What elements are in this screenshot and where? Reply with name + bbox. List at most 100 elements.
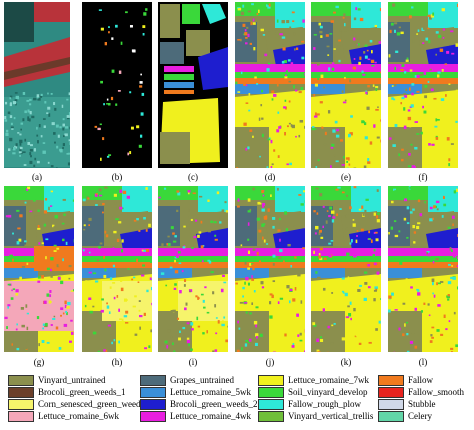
map-pixel [440, 98, 445, 101]
map-pixel [14, 92, 18, 94]
map-pixel [11, 289, 13, 292]
map-pixel [333, 154, 336, 157]
map-pixel [172, 240, 177, 243]
map-pixel [50, 190, 54, 193]
map-pixel [62, 312, 65, 315]
map-pixel [16, 347, 20, 351]
map-pixel [457, 234, 458, 237]
map-pixel [47, 161, 50, 164]
map-pixel [174, 259, 176, 263]
map-pixel [288, 100, 291, 103]
map-pixel [36, 126, 38, 130]
map-pixel [221, 320, 224, 324]
map-pixel [444, 63, 448, 65]
map-pixel [134, 295, 137, 298]
map-pixel [34, 157, 37, 161]
map-pixel [166, 308, 169, 311]
map-pixel [432, 12, 435, 16]
map-pixel [361, 70, 364, 73]
map-pixel [378, 41, 381, 44]
map-pixel [401, 148, 404, 151]
map-pixel [412, 208, 415, 211]
map-pixel [245, 84, 248, 87]
map-pixel [237, 91, 241, 93]
map-pixel [216, 191, 220, 195]
map-pixel [416, 225, 420, 230]
map-pixel [101, 298, 104, 301]
map-pixel [391, 113, 395, 118]
map-pixel [68, 264, 72, 268]
map-pixel [379, 71, 381, 74]
map-pixel [136, 125, 140, 129]
map-pixel [251, 3, 254, 6]
map-pixel [455, 120, 458, 123]
map-pixel [244, 343, 248, 347]
map-region [311, 22, 333, 62]
map-pixel [441, 215, 444, 218]
map-pixel [115, 24, 118, 28]
map-pixel [42, 118, 46, 120]
map-pixel [346, 194, 348, 198]
map-pixel [214, 349, 218, 352]
map-pixel [396, 32, 401, 36]
map-pixel [109, 332, 113, 335]
map-pixel [431, 336, 434, 339]
map-pixel [164, 340, 168, 344]
legend-item: Brocoli_green_weeds_1 [8, 386, 125, 398]
map-pixel [455, 43, 458, 47]
map-pixel [373, 212, 376, 216]
map-pixel [431, 143, 435, 146]
map-pixel [22, 118, 25, 122]
map-pixel [334, 120, 338, 124]
legend-label: Fallow_rough_plow [288, 399, 361, 409]
legend-label: Vinyard_vertical_trellis [288, 411, 374, 421]
map-pixel [219, 216, 222, 219]
map-pixel [391, 85, 394, 87]
map-pixel [441, 8, 445, 12]
map-pixel [85, 280, 88, 283]
map-pixel [332, 129, 336, 133]
map-pixel [327, 110, 331, 114]
map-pixel [295, 135, 297, 138]
map-pixel [94, 193, 98, 197]
map-pixel [299, 339, 303, 342]
map-pixel [399, 284, 404, 289]
map-pixel [29, 98, 32, 101]
map-pixel [120, 280, 123, 282]
map-pixel [373, 289, 377, 292]
map-pixel [442, 37, 445, 39]
map-pixel [276, 84, 279, 87]
map-pixel [370, 59, 375, 64]
map-pixel [410, 143, 413, 146]
map-pixel [291, 345, 295, 348]
map-pixel [277, 187, 279, 191]
map-pixel [422, 105, 425, 109]
map-pixel [166, 345, 169, 349]
map-pixel [252, 18, 255, 22]
legend-swatch [140, 386, 166, 398]
map-pixel [284, 333, 287, 337]
map-pixel [259, 67, 262, 70]
map-pixel [367, 84, 370, 88]
map-pixel [244, 32, 248, 36]
map-pixel [207, 229, 211, 233]
map-pixel [28, 265, 31, 268]
map-pixel [237, 39, 241, 41]
map-pixel [319, 101, 323, 104]
map-pixel [252, 187, 255, 191]
map-pixel [432, 292, 434, 295]
map-pixel [69, 142, 70, 145]
map-pixel [262, 194, 265, 197]
map-pixel [252, 22, 256, 25]
map-pixel [367, 161, 371, 164]
map-pixel [261, 286, 265, 289]
map-pixel [288, 122, 291, 125]
map-pixel [374, 61, 377, 64]
map-pixel [7, 214, 12, 218]
map-pixel [176, 317, 180, 320]
map-pixel [276, 129, 280, 133]
map-pixel [440, 333, 444, 336]
map-pixel [88, 271, 92, 274]
map-pixel [272, 263, 275, 266]
map-pixel [19, 139, 23, 144]
